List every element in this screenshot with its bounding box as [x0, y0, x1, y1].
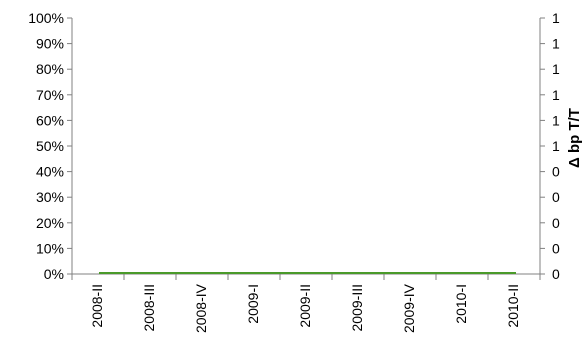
x-tick-label: 2010-I: [453, 284, 469, 324]
y2-tick-label: 0: [552, 189, 560, 205]
y2-tick-label: 0: [552, 215, 560, 231]
y2-axis-title: Δ bp T/T: [566, 108, 583, 168]
y-tick-label: 90%: [36, 36, 64, 52]
x-tick-label: 2008-II: [89, 284, 105, 328]
y2-tick-label: 1: [552, 61, 560, 77]
y-tick-label: 30%: [36, 189, 64, 205]
y2-tick-label: 0: [552, 240, 560, 256]
x-tick-label: 2008-IV: [193, 283, 209, 333]
y-tick-label: 20%: [36, 215, 64, 231]
y2-tick-label: 0: [552, 266, 560, 282]
y2-tick-label: 0: [552, 164, 560, 180]
y-tick-label: 80%: [36, 61, 64, 77]
y2-tick-label: 1: [552, 87, 560, 103]
x-tick-label: 2009-II: [297, 284, 313, 328]
y2-tick-label: 1: [552, 36, 560, 52]
y2-tick-label: 1: [552, 138, 560, 154]
y-tick-label: 40%: [36, 164, 64, 180]
y-tick-label: 10%: [36, 240, 64, 256]
x-tick-label: 2008-III: [141, 284, 157, 331]
y-tick-label: 0%: [44, 266, 64, 282]
x-tick-label: 2009-I: [245, 284, 261, 324]
y-tick-label: 70%: [36, 87, 64, 103]
x-tick-label: 2009-III: [349, 284, 365, 331]
y-tick-label: 60%: [36, 112, 64, 128]
y-tick-label: 100%: [28, 10, 64, 26]
x-tick-label: 2009-IV: [401, 283, 417, 333]
y2-tick-label: 1: [552, 112, 560, 128]
y-tick-label: 50%: [36, 138, 64, 154]
x-tick-label: 2010-II: [505, 284, 521, 328]
y2-tick-label: 1: [552, 10, 560, 26]
